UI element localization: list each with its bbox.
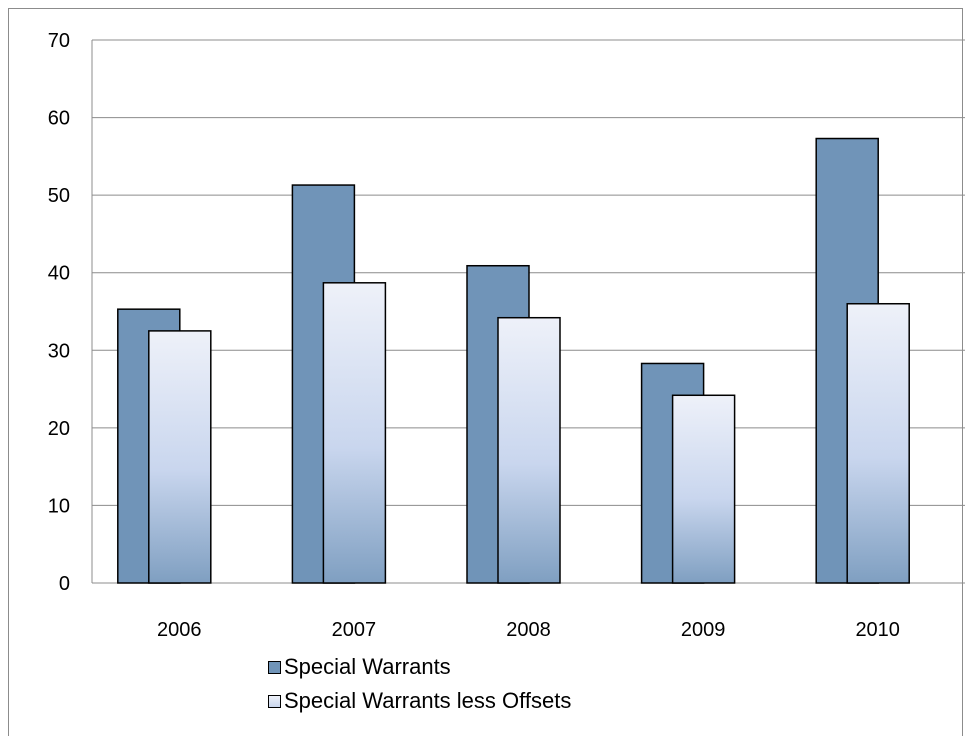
x-tick-label-2010: 2010: [855, 619, 900, 641]
tick-labels: 0 10 20 30 40 50 60 70 2006 2007 2008 2009 2010: [48, 30, 900, 641]
legend: Special Warrants Special Warrants less O…: [268, 650, 571, 718]
x-tick-label-2006: 2006: [157, 619, 202, 641]
y-tick-label-0: 0: [59, 573, 70, 595]
y-tick-label-20: 20: [48, 418, 70, 440]
legend-label-series-2: Special Warrants less Offsets: [284, 688, 572, 713]
x-tick-label-2008: 2008: [506, 619, 551, 641]
y-tick-label-10: 10: [48, 495, 70, 517]
y-tick-label-40: 40: [48, 263, 70, 285]
bar-2010-series-2: [846, 302, 910, 584]
y-tick-label-50: 50: [48, 185, 70, 207]
legend-item-series-2: Special Warrants less Offsets: [268, 684, 571, 718]
bars: [117, 137, 910, 584]
legend-label-series-1: Special Warrants: [284, 654, 451, 679]
y-tick-label-70: 70: [48, 30, 70, 52]
legend-swatch-series-1: [268, 660, 281, 674]
bar-2007-series-2: [322, 282, 387, 584]
x-tick-label-2007: 2007: [332, 619, 377, 641]
bar-2009-series-2: [671, 394, 736, 584]
bar-2008-series-2: [497, 316, 561, 584]
bar-2006-series-2: [148, 330, 212, 584]
x-tick-label-2009: 2009: [681, 619, 726, 641]
y-tick-label-30: 30: [48, 340, 70, 362]
legend-swatch-series-2: [268, 694, 281, 708]
legend-item-series-1: Special Warrants: [268, 650, 571, 684]
y-tick-label-60: 60: [48, 108, 70, 130]
chart-frame: [8, 8, 963, 736]
